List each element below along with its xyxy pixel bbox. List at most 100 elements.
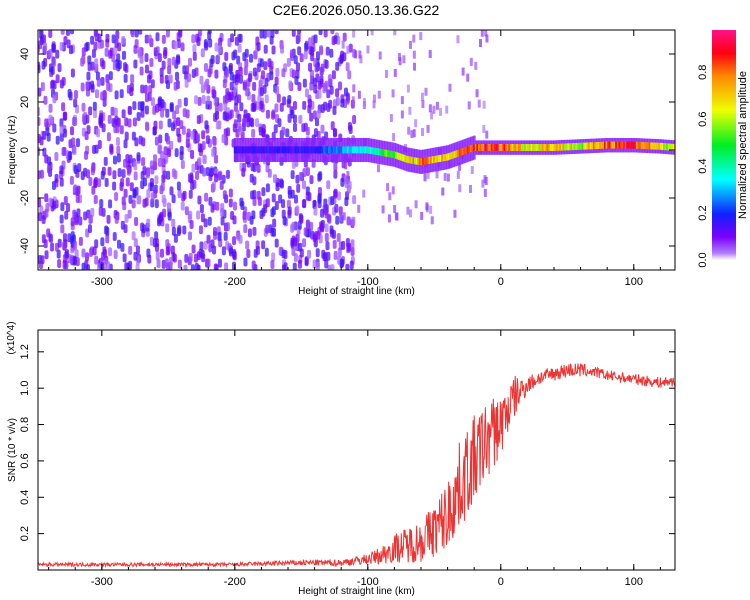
heatmap-cell [274,238,279,248]
heatmap-cell [64,210,69,220]
heatmap-cell [242,81,247,91]
heatmap-cell [355,146,358,154]
heatmap-cell [446,153,449,161]
heatmap-cell [267,58,272,68]
heatmap-cell [94,58,99,68]
heatmap-cell [255,36,260,46]
heatmap-cell [461,67,465,76]
heatmap-cell [184,206,189,216]
heatmap-cell [529,144,532,151]
heatmap-cell [244,146,248,154]
heatmap-cell [395,212,399,221]
heatmap-cell [589,142,593,150]
heatmap-cell [575,142,578,150]
heatmap-cell [276,93,281,103]
heatmap-cell [287,206,292,216]
heatmap-cell [408,40,412,49]
heatmap-cell [131,199,136,209]
heatmap-cell [167,118,172,128]
heatmap-cell [412,157,416,165]
heatmap-cell [186,73,191,83]
heatmap-cell [363,98,367,107]
heatmap-cell [214,42,219,52]
heatmap-cell [186,128,191,138]
heatmap-cell [66,203,71,213]
heatmap-cell [349,260,354,270]
y-tick-label: 20 [19,96,31,108]
heatmap-cell [152,238,157,248]
heatmap-cell [130,30,135,38]
heatmap-cell [63,36,68,46]
heatmap-cell [503,144,507,151]
heatmap-cell [139,66,144,76]
heatmap-cell [301,123,306,133]
heatmap-cell [356,146,360,154]
heatmap-cell [278,146,282,154]
heatmap-cell [302,198,307,208]
heatmap-cell [484,177,488,186]
heatmap-cell [390,150,393,158]
heatmap-cell [554,143,558,151]
heatmap-cell [176,117,181,127]
heatmap-cell [155,46,160,56]
heatmap-cell [304,88,309,98]
heatmap-cell [179,151,184,161]
heatmap-cell [259,58,264,68]
heatmap-cell [332,127,337,137]
heatmap-cell [485,130,489,139]
heatmap-cell [237,122,242,132]
heatmap-cell [565,143,569,151]
heatmap-cell [63,111,68,121]
heatmap-cell [394,151,398,159]
heatmap-cell [263,44,268,54]
heatmap-cell [242,52,247,62]
heatmap-cell [305,191,310,201]
heatmap-cell [161,194,166,204]
heatmap-cell [106,261,111,270]
heatmap-cell [72,146,77,156]
heatmap-cell [273,146,277,154]
heatmap-cell [104,177,109,187]
heatmap-cell [332,239,337,249]
heatmap-cell [81,113,86,123]
heatmap-cell [39,169,44,179]
heatmap-cell [624,141,628,149]
heatmap-cell [541,144,545,151]
heatmap-cell [412,129,416,138]
heatmap-cell [274,200,279,210]
heatmap-cell [97,140,102,150]
heatmap-cell [321,146,325,154]
heatmap-cell [439,154,443,162]
heatmap-cell [142,166,147,176]
heatmap-cell [213,263,218,270]
heatmap-cell [303,227,308,237]
heatmap-cell [169,102,174,112]
heatmap-cell [230,33,235,43]
heatmap-cell [663,143,666,151]
heatmap-cell [214,69,219,79]
heatmap-cell [556,143,559,151]
heatmap-cell [73,165,78,175]
heatmap-cell [170,122,175,132]
heatmap-cell [337,191,342,201]
heatmap-cell [62,128,67,138]
heatmap-cell [206,95,211,105]
heatmap-cell [146,189,151,199]
heatmap-cell [423,157,427,165]
heatmap-cell [268,224,273,234]
heatmap-cell [568,143,572,151]
heatmap-cell [56,249,61,259]
x-tick-label: -200 [224,276,246,288]
heatmap-cell [275,182,280,192]
heatmap-cell [165,30,170,38]
heatmap-cell [62,260,67,270]
colorbar-axis: 0.0 0.2 0.4 0.6 0.8 Normalized spectral ampli… [697,65,749,268]
heatmap-cell [88,215,93,225]
heatmap-cell [481,179,485,188]
heatmap-cell [275,146,278,154]
heatmap-cell [71,137,76,147]
heatmap-cell [159,67,164,77]
heatmap-cell [233,119,238,129]
heatmap-cell [302,100,307,110]
